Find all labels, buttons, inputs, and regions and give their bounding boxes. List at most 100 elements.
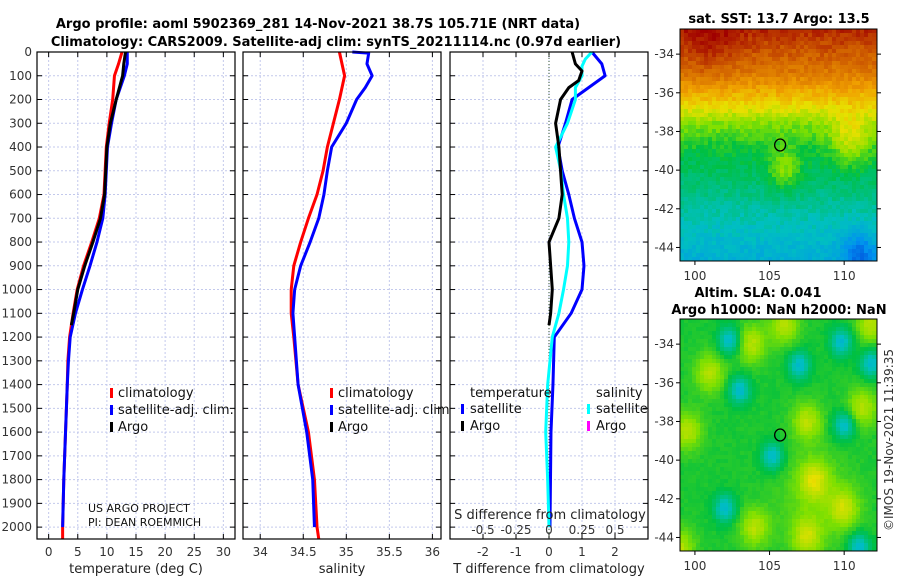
s-tick-label: -0.25	[500, 523, 531, 537]
depth-tick-label: 1900	[1, 496, 32, 510]
longitude-tick-label: 110	[833, 559, 856, 573]
figure-title-line2: Climatology: CARS2009. Satellite-adj cli…	[51, 35, 621, 50]
latitude-tick-label: -34	[654, 337, 674, 351]
sst-map-frame	[679, 28, 878, 262]
longitude-tick-label: 105	[758, 559, 781, 573]
figure-title-line1: Argo profile: aoml 5902369_281 14-Nov-20…	[56, 17, 580, 32]
temperature-frame	[36, 51, 236, 540]
depth-tick-label: 0	[24, 45, 32, 59]
legend-entry: satellite	[596, 402, 648, 417]
legend-swatch	[330, 405, 333, 415]
latitude-tick-label: -34	[654, 47, 674, 61]
depth-tick-label: 1100	[1, 306, 32, 320]
depth-tick-label: 1800	[1, 473, 32, 487]
x-tick-label: 35	[339, 545, 354, 559]
legend-entry: climatology	[118, 386, 194, 401]
s-tick-label: 0	[545, 523, 553, 537]
x-tick-label: 20	[157, 545, 172, 559]
x-axis-label: salinity	[319, 562, 366, 577]
longitude-tick-label: 100	[683, 269, 706, 283]
x-tick-label: 36	[425, 545, 440, 559]
x-tick-label: 5	[74, 545, 82, 559]
sst-map-title: sat. SST: 13.7 Argo: 13.5	[688, 12, 869, 27]
s-tick-label: 0.25	[569, 523, 596, 537]
x-tick-label: 1	[578, 545, 586, 559]
s-tick-label: -0.5	[471, 523, 494, 537]
x-tick-label: 34.5	[290, 545, 317, 559]
x-axis-label: temperature (deg C)	[69, 562, 203, 577]
project-credit: US ARGO PROJECT	[88, 502, 190, 515]
legend-swatch	[461, 421, 464, 431]
x-tick-label: 34	[253, 545, 268, 559]
depth-tick-label: 1400	[1, 378, 32, 392]
depth-tick-label: 700	[9, 211, 32, 225]
sst-map-axes	[676, 28, 881, 265]
difference-panel	[449, 50, 649, 540]
argo-float-position-marker	[773, 428, 787, 442]
depth-tick-label: 1300	[1, 354, 32, 368]
depth-tick-label: 1500	[1, 401, 32, 415]
depth-tick-label: 900	[9, 259, 32, 273]
latitude-tick-label: -44	[654, 530, 674, 544]
sst-map-image	[680, 29, 877, 261]
x-tick-label: 10	[99, 545, 114, 559]
salinity-line-climatology	[289, 51, 347, 540]
longitude-tick-label: 110	[833, 269, 856, 283]
depth-tick-label: 300	[9, 116, 32, 130]
sla-map-axes	[676, 318, 881, 555]
legend-entry: Argo	[338, 420, 368, 435]
temperature-panel	[36, 51, 236, 540]
latitude-tick-label: -38	[654, 124, 674, 138]
latitude-tick-label: -44	[654, 240, 674, 254]
x-tick-label: 25	[187, 545, 202, 559]
salinity-panel	[242, 50, 442, 540]
series-line-t-argo	[547, 51, 584, 326]
s-tick-label: 0.5	[605, 523, 624, 537]
depth-tick-label: 200	[9, 93, 32, 107]
pi-credit: PI: DEAN ROEMMICH	[88, 516, 201, 529]
depth-tick-label: 400	[9, 140, 32, 154]
depth-tick-label: 500	[9, 164, 32, 178]
longitude-tick-label: 100	[683, 559, 706, 573]
legend-swatch	[110, 388, 113, 398]
depth-tick-label: 1700	[1, 449, 32, 463]
latitude-tick-label: -42	[654, 492, 674, 506]
x-tick-label: -1	[510, 545, 522, 559]
x-tick-label: 30	[216, 545, 231, 559]
x-tick-label: 15	[128, 545, 143, 559]
latitude-tick-label: -36	[654, 86, 674, 100]
difference-frame	[449, 51, 649, 540]
x-tick-label: 2	[611, 545, 619, 559]
x-tick-label: 0	[545, 545, 553, 559]
salinity-line-satellite-adj-clim-	[291, 50, 374, 528]
legend-salinity-header: salinity	[596, 386, 643, 401]
legend-swatch	[587, 404, 590, 414]
latitude-tick-label: -40	[654, 453, 674, 467]
depth-tick-label: 2000	[1, 520, 32, 534]
depth-tick-label: 1200	[1, 330, 32, 344]
copyright-timestamp: ©IMOS 19-Nov-2021 11:39:35	[882, 349, 896, 531]
x-tick-label: 0	[45, 545, 53, 559]
sla-map-image	[680, 319, 877, 551]
legend-temperature-header: temperature	[470, 386, 552, 401]
legend-swatch	[330, 422, 333, 432]
temperature-line-argo	[69, 51, 128, 326]
salinity-frame	[242, 51, 442, 540]
latitude-tick-label: -36	[654, 376, 674, 390]
legend-swatch	[587, 421, 590, 431]
legend-entry: satellite	[470, 402, 522, 417]
depth-tick-label: 1600	[1, 425, 32, 439]
s-axis-label: S difference from climatology	[454, 508, 646, 523]
legend-swatch	[110, 422, 113, 432]
salinity-plot-area	[243, 52, 441, 539]
depth-tick-label: 100	[9, 69, 32, 83]
legend-swatch	[330, 388, 333, 398]
sla-map-title: Altim. SLA: 0.041	[695, 286, 822, 301]
latitude-tick-label: -40	[654, 163, 674, 177]
legend-entry: satellite-adj. clim.	[118, 403, 234, 418]
legend-entry: Argo	[596, 419, 626, 434]
legend-swatch	[110, 405, 113, 415]
latitude-tick-label: -38	[654, 414, 674, 428]
x-tick-label: 35.5	[376, 545, 403, 559]
